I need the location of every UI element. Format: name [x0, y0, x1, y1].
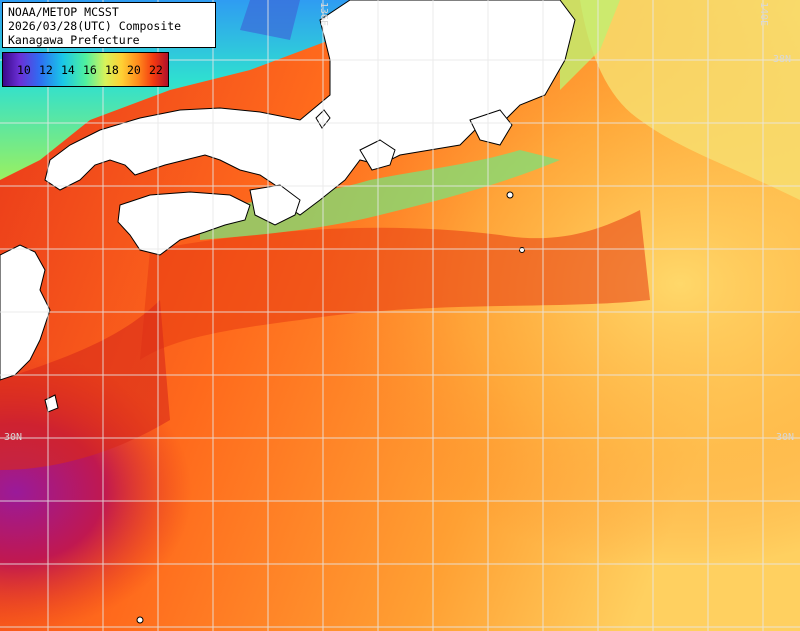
region-title: Kanagawa Prefecture: [8, 33, 140, 47]
legend-tick-12: 12: [39, 63, 53, 77]
latitude-label-38n: 38N: [773, 54, 792, 65]
map-title-box: NOAA/METOP MCSST 2026/03/28(UTC) Composi…: [2, 2, 216, 48]
longitude-label-140e: 140E: [758, 2, 769, 27]
legend-tick-10: 10: [17, 63, 31, 77]
legend-tick-20: 20: [127, 63, 141, 77]
source-title: NOAA/METOP MCSST: [8, 5, 119, 19]
legend-tick-16: 16: [83, 63, 97, 77]
legend-tick-18: 18: [105, 63, 119, 77]
latitude-label-30n-left: 30N: [4, 432, 23, 443]
latitude-label-30n-right: 30N: [776, 432, 795, 443]
date-title: 2026/03/28(UTC) Composite: [8, 19, 182, 33]
legend-tick-22: 22: [149, 63, 163, 77]
longitude-label-136e: 136E: [318, 2, 329, 27]
legend-tick-14: 14: [61, 63, 75, 77]
temperature-legend: 10 12 14 16 18 20 22: [2, 52, 169, 87]
